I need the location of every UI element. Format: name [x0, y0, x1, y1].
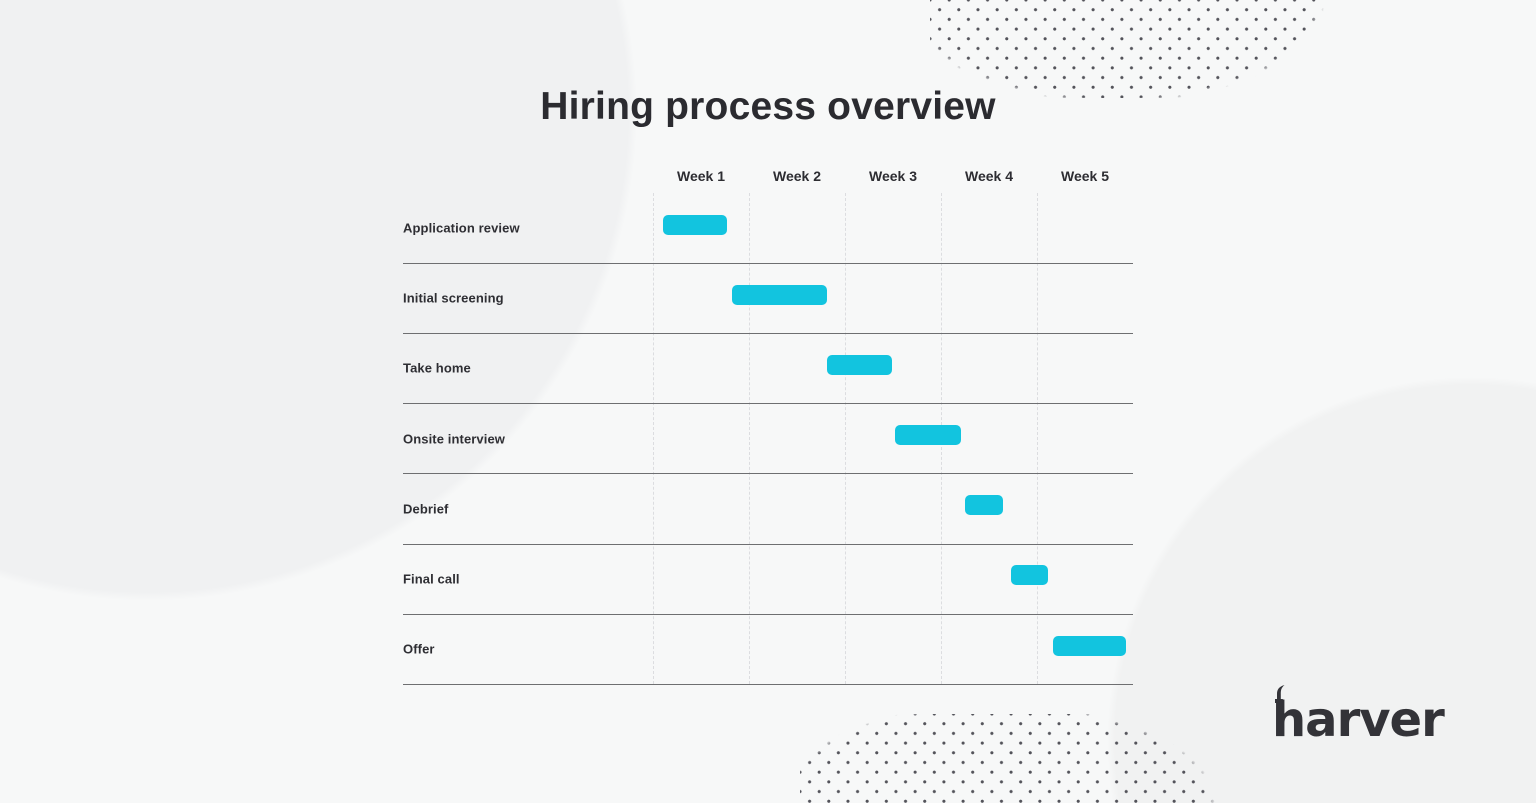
harver-logo-text: harver [1272, 692, 1445, 748]
row-label: Final call [403, 571, 460, 587]
week-gridline [845, 193, 846, 684]
dots-pattern-top-right [930, 0, 1350, 98]
week-header: Week 3 [869, 168, 917, 184]
row-separator [403, 473, 1133, 475]
gantt-bar [662, 214, 727, 235]
harver-logo-flame-icon [1275, 685, 1285, 703]
row-separator [403, 543, 1133, 545]
page-title: Hiring process overview [540, 85, 996, 128]
row-separator [403, 683, 1133, 685]
gantt-bar [894, 425, 962, 445]
row-label: Application review [403, 220, 520, 236]
week-header: Week 1 [677, 168, 725, 184]
gantt-bar [1011, 565, 1048, 586]
week-header: Week 4 [965, 168, 1013, 184]
gantt-bar [731, 284, 827, 305]
row-label: Take home [403, 360, 471, 376]
row-separator [403, 403, 1133, 405]
row-label: Debrief [403, 501, 449, 517]
gantt-bar [965, 495, 1004, 516]
week-gridline [653, 193, 654, 684]
row-label: Offer [403, 641, 435, 657]
row-separator [403, 262, 1133, 264]
week-header: Week 5 [1061, 168, 1109, 184]
row-label: Initial screening [403, 290, 504, 306]
week-header: Week 2 [773, 168, 821, 184]
week-gridline [749, 193, 750, 684]
row-separator [403, 333, 1133, 335]
week-gridline [1037, 193, 1038, 684]
row-separator [403, 613, 1133, 615]
harver-logo: harver [1272, 685, 1445, 750]
row-label: Onsite interview [403, 431, 506, 446]
dots-pattern-bottom [800, 714, 1220, 803]
gantt-bar [1053, 635, 1127, 656]
gantt-bar [826, 354, 893, 375]
